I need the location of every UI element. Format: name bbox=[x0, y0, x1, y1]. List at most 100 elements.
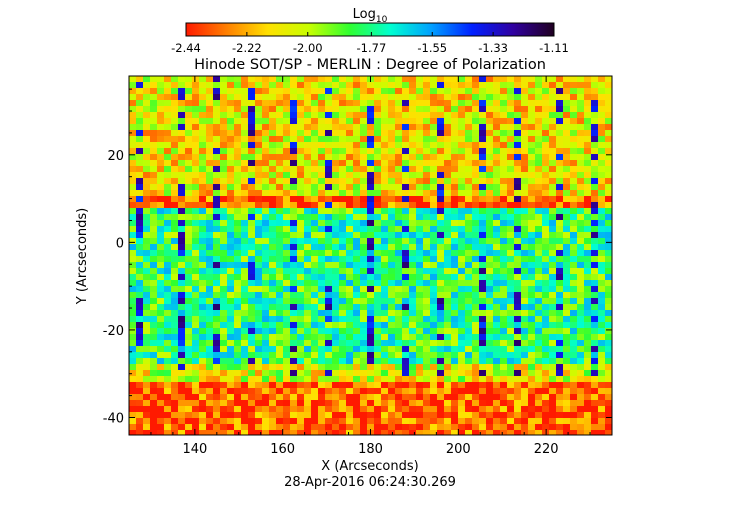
heatmap-cell bbox=[150, 196, 157, 202]
heatmap-cell bbox=[276, 100, 283, 106]
heatmap-cell bbox=[381, 364, 388, 370]
heatmap-cell bbox=[479, 244, 486, 250]
heatmap-cell bbox=[248, 172, 255, 178]
heatmap-cell bbox=[465, 346, 472, 352]
heatmap-cell bbox=[416, 142, 423, 148]
heatmap-cell bbox=[360, 328, 367, 334]
heatmap-cell bbox=[129, 370, 136, 376]
heatmap-cell bbox=[206, 352, 213, 358]
heatmap-cell bbox=[423, 244, 430, 250]
heatmap-cell bbox=[437, 382, 444, 388]
heatmap-cell bbox=[577, 130, 584, 136]
heatmap-cell bbox=[318, 160, 325, 166]
heatmap-cell bbox=[479, 130, 486, 136]
heatmap-cell bbox=[444, 292, 451, 298]
heatmap-cell bbox=[234, 130, 241, 136]
heatmap-cell bbox=[437, 112, 444, 118]
heatmap-cell bbox=[339, 268, 346, 274]
heatmap-cell bbox=[444, 214, 451, 220]
heatmap-cell bbox=[192, 148, 199, 154]
heatmap-cell bbox=[199, 178, 206, 184]
heatmap-cell bbox=[360, 124, 367, 130]
heatmap-cell bbox=[521, 88, 528, 94]
heatmap-cell bbox=[486, 250, 493, 256]
heatmap-cell bbox=[157, 82, 164, 88]
heatmap-cell bbox=[500, 148, 507, 154]
heatmap-cell bbox=[262, 406, 269, 412]
heatmap-cell bbox=[311, 394, 318, 400]
heatmap-cell bbox=[528, 424, 535, 430]
heatmap-cell bbox=[206, 304, 213, 310]
heatmap-cell bbox=[255, 280, 262, 286]
heatmap-cell bbox=[199, 232, 206, 238]
heatmap-cell bbox=[556, 280, 563, 286]
heatmap-cell bbox=[549, 76, 556, 82]
heatmap-cell bbox=[535, 322, 542, 328]
heatmap-cell bbox=[402, 94, 409, 100]
heatmap-cell bbox=[234, 184, 241, 190]
heatmap-cell bbox=[493, 148, 500, 154]
heatmap-cell bbox=[479, 148, 486, 154]
heatmap-cell bbox=[577, 400, 584, 406]
heatmap-cell bbox=[465, 400, 472, 406]
heatmap-cell bbox=[367, 376, 374, 382]
heatmap-cell bbox=[514, 388, 521, 394]
heatmap-cell bbox=[381, 388, 388, 394]
heatmap-cell bbox=[556, 304, 563, 310]
heatmap-cell bbox=[402, 280, 409, 286]
heatmap-cell bbox=[577, 154, 584, 160]
heatmap-cell bbox=[262, 364, 269, 370]
heatmap-cell bbox=[409, 364, 416, 370]
heatmap-cell bbox=[486, 82, 493, 88]
heatmap-cell bbox=[507, 340, 514, 346]
heatmap-cell bbox=[374, 250, 381, 256]
heatmap-cell bbox=[143, 352, 150, 358]
heatmap-cell bbox=[234, 100, 241, 106]
heatmap-cell bbox=[542, 226, 549, 232]
x-tick-label: 160 bbox=[270, 442, 295, 457]
heatmap-cell bbox=[563, 412, 570, 418]
heatmap-cell bbox=[269, 340, 276, 346]
heatmap-cell bbox=[381, 184, 388, 190]
heatmap-cell bbox=[437, 214, 444, 220]
heatmap-cell bbox=[143, 262, 150, 268]
heatmap-cell bbox=[507, 118, 514, 124]
heatmap-cell bbox=[136, 340, 143, 346]
heatmap-cell bbox=[353, 406, 360, 412]
heatmap-cell bbox=[318, 364, 325, 370]
heatmap-cell bbox=[395, 292, 402, 298]
heatmap-cell bbox=[451, 238, 458, 244]
heatmap-cell bbox=[262, 184, 269, 190]
heatmap-cell bbox=[479, 292, 486, 298]
heatmap-cell bbox=[297, 130, 304, 136]
heatmap-cell bbox=[577, 376, 584, 382]
heatmap-cell bbox=[178, 430, 185, 435]
heatmap-cell bbox=[297, 112, 304, 118]
heatmap-cell bbox=[549, 352, 556, 358]
heatmap-cell bbox=[493, 388, 500, 394]
heatmap-cell bbox=[339, 154, 346, 160]
heatmap-cell bbox=[416, 424, 423, 430]
heatmap-cell bbox=[227, 256, 234, 262]
heatmap-cell bbox=[150, 292, 157, 298]
heatmap-cell bbox=[367, 286, 374, 292]
heatmap-cell bbox=[206, 370, 213, 376]
heatmap-cell bbox=[416, 340, 423, 346]
heatmap-cell bbox=[283, 322, 290, 328]
heatmap-cell bbox=[472, 268, 479, 274]
heatmap-cell bbox=[297, 214, 304, 220]
heatmap-cell bbox=[395, 274, 402, 280]
heatmap-cell bbox=[304, 190, 311, 196]
heatmap-cell bbox=[514, 400, 521, 406]
heatmap-cell bbox=[318, 274, 325, 280]
heatmap-cell bbox=[339, 262, 346, 268]
heatmap-cell bbox=[500, 388, 507, 394]
heatmap-cell bbox=[437, 184, 444, 190]
heatmap-cell bbox=[206, 334, 213, 340]
heatmap-cell bbox=[458, 130, 465, 136]
heatmap-cell bbox=[535, 352, 542, 358]
heatmap-cell bbox=[248, 130, 255, 136]
heatmap-cell bbox=[360, 244, 367, 250]
heatmap-cell bbox=[549, 100, 556, 106]
heatmap-cell bbox=[542, 286, 549, 292]
